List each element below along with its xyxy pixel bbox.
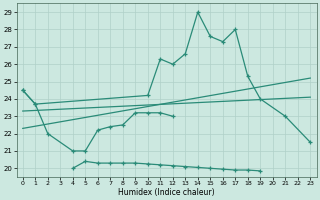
X-axis label: Humidex (Indice chaleur): Humidex (Indice chaleur) (118, 188, 215, 197)
